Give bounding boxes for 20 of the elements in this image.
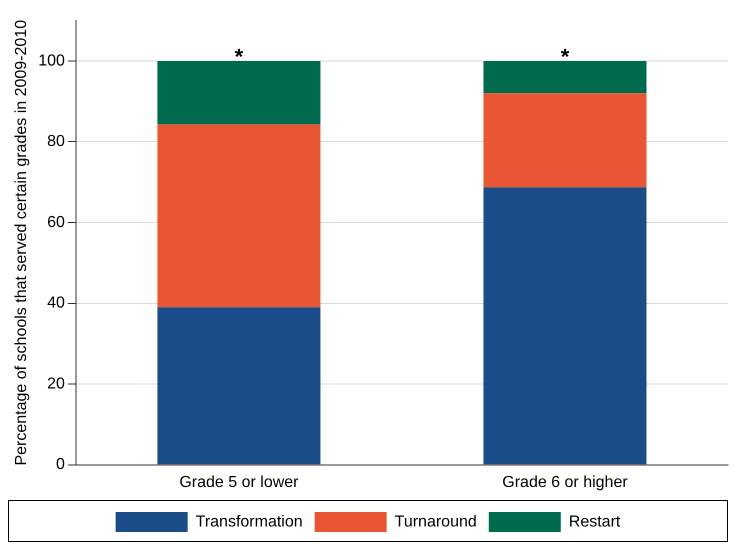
bar [483,93,646,188]
y-tick-label: 20 [47,375,65,392]
y-tick-label: 60 [47,214,65,231]
bar [483,60,646,94]
bar [483,187,646,464]
legend-label: Transformation [196,513,303,530]
x-tick-label: Grade 5 or lower [179,474,300,491]
legend-label: Turnaround [394,513,477,530]
legend-label: Restart [568,513,621,530]
annotation: * [234,44,244,70]
y-tick-label: 0 [56,456,65,474]
annotation: * [560,44,570,70]
bar [157,60,320,124]
y-tick-label: 80 [47,133,65,150]
y-tick-label: 100 [38,52,65,70]
y-tick-label: 40 [47,294,65,312]
y-axis-title: Percentage of schools that served certain grades in 2009-2010 [13,20,30,466]
bar [157,124,320,308]
bar [157,307,320,464]
x-tick-label: Grade 6 or higher [502,474,628,491]
